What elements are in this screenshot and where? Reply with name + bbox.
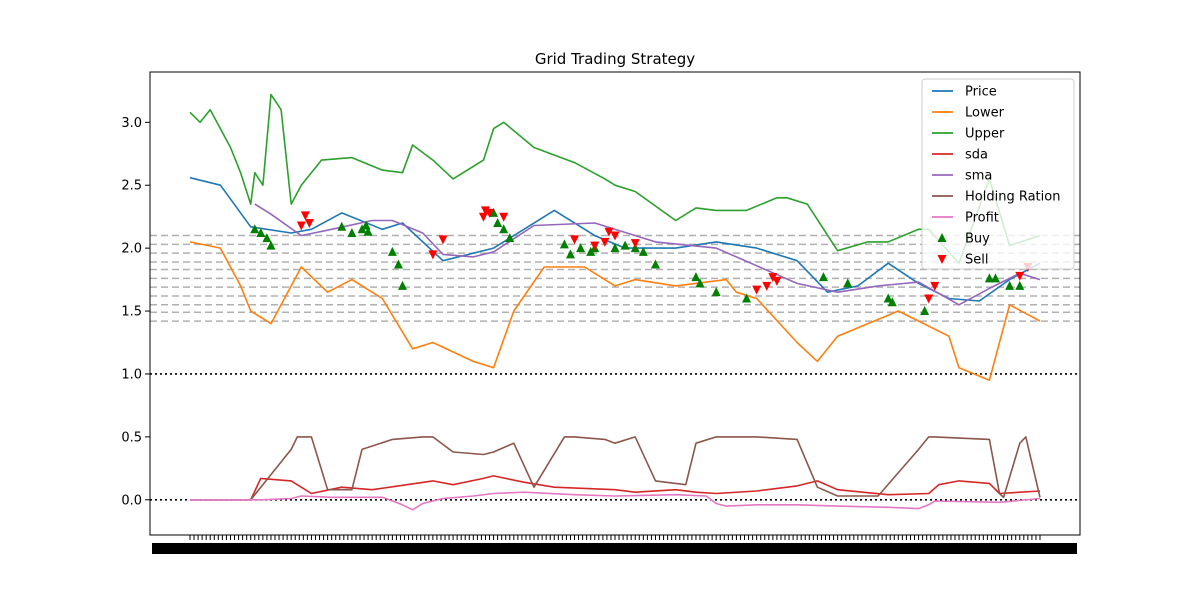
sell-marker — [930, 281, 940, 291]
buy-marker — [650, 259, 660, 269]
buy-marker — [565, 249, 575, 259]
sell-marker — [610, 231, 620, 241]
sell-marker — [304, 218, 314, 228]
buy-marker — [695, 278, 705, 288]
buy-marker — [742, 293, 752, 303]
sell-marker — [300, 211, 310, 221]
buy-marker — [1005, 280, 1015, 290]
sell-marker — [485, 208, 495, 218]
sell-marker — [438, 235, 448, 245]
sell-marker — [924, 294, 934, 304]
buy-marker — [387, 246, 397, 256]
legend-label: Profit — [965, 211, 999, 226]
buy-marker — [818, 272, 828, 282]
legend-label: sma — [965, 169, 992, 184]
buy-marker — [576, 243, 586, 253]
series-line-lower — [189, 241, 1041, 382]
buy-marker — [990, 273, 1000, 283]
sell-marker — [499, 212, 509, 222]
y-tick-label: 3.0 — [121, 116, 142, 131]
series-line-upper — [189, 93, 1041, 265]
sell-marker — [1015, 271, 1025, 281]
y-tick-label: 2.5 — [121, 179, 142, 194]
sell-marker — [604, 227, 614, 237]
buy-marker — [984, 273, 994, 283]
buy-marker — [559, 239, 569, 249]
sell-marker — [590, 241, 600, 251]
series-line-profit — [190, 491, 1041, 511]
legend-label: Lower — [965, 106, 1005, 121]
sell-marker — [752, 285, 762, 295]
legend-label: Holding Ration — [965, 190, 1060, 205]
buy-marker — [266, 240, 276, 250]
buy-marker — [489, 207, 499, 217]
y-tick-label: 1.0 — [121, 367, 142, 382]
sell-marker — [480, 206, 490, 216]
legend-swatch — [937, 255, 947, 264]
buy-marker — [250, 224, 260, 234]
chart-title: Grid Trading Strategy — [535, 50, 695, 68]
buy-marker — [920, 306, 930, 316]
buy-marker — [337, 221, 347, 231]
buy-marker — [262, 233, 272, 243]
legend-box — [921, 78, 1075, 270]
series-line-sma — [254, 203, 1041, 306]
sell-marker — [630, 239, 640, 249]
legend-label: Price — [965, 85, 997, 100]
y-tick-label: 0.0 — [121, 493, 142, 508]
legend-swatch — [937, 233, 947, 242]
buy-marker — [363, 226, 373, 236]
buy-marker — [638, 246, 648, 256]
x-tick-labels-overlap — [152, 543, 1077, 554]
y-tick-label: 0.5 — [121, 430, 142, 445]
legend-label: Sell — [965, 253, 988, 268]
sell-marker — [600, 237, 610, 247]
sell-marker — [296, 221, 306, 231]
legend: Price Lower Upper sda sma Holding Ration Profi… — [921, 78, 1075, 270]
sell-marker — [428, 250, 438, 260]
buy-marker — [499, 224, 509, 234]
buy-marker — [883, 293, 893, 303]
buy-marker — [505, 233, 515, 243]
buy-marker — [610, 243, 620, 253]
sell-marker — [570, 235, 580, 245]
buy-marker — [1015, 280, 1025, 290]
buy-marker — [256, 228, 266, 238]
buy-marker — [887, 297, 897, 307]
legend-label: sda — [965, 148, 988, 163]
series-line-holding-ration — [190, 436, 1041, 501]
legend-label: Upper — [965, 127, 1005, 142]
buy-marker — [493, 217, 503, 227]
buy-marker — [711, 287, 721, 297]
buy-marker — [843, 278, 853, 288]
sell-marker — [772, 276, 782, 286]
buy-marker — [691, 272, 701, 282]
buy-marker — [620, 240, 630, 250]
y-tick-label: 1.5 — [121, 305, 142, 320]
buy-marker — [347, 228, 357, 238]
buy-marker — [398, 280, 407, 290]
legend-label: Buy — [965, 232, 990, 247]
buy-marker — [393, 259, 403, 269]
y-tick-label: 2.0 — [121, 242, 142, 257]
sell-marker — [762, 281, 772, 291]
